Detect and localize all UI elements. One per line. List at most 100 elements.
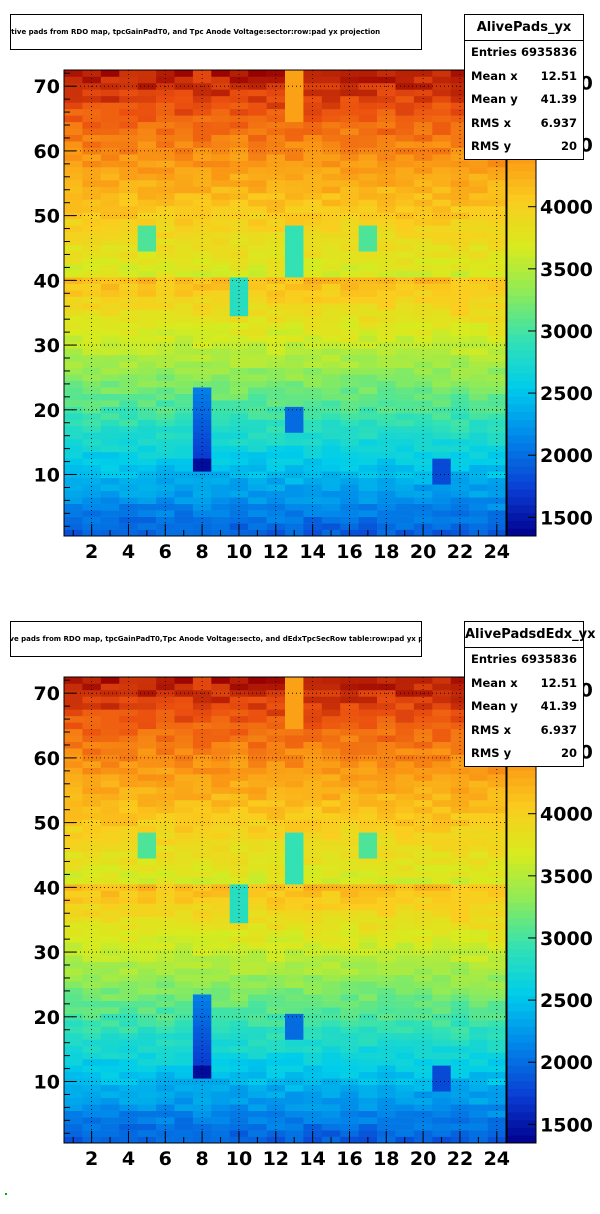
heatmap-cell bbox=[248, 787, 267, 794]
heatmap-cell bbox=[450, 192, 470, 200]
heatmap-cell bbox=[413, 180, 433, 187]
heatmap-cell bbox=[377, 257, 396, 265]
heatmap-cell bbox=[82, 897, 102, 904]
heatmap-cell bbox=[64, 1000, 83, 1008]
heatmap-cell bbox=[432, 1020, 452, 1027]
heatmap-cell bbox=[156, 677, 175, 684]
heatmap-cell bbox=[100, 238, 120, 246]
heatmap-cell bbox=[64, 942, 83, 950]
heatmap-cell bbox=[174, 108, 194, 116]
heatmap-cell bbox=[303, 677, 323, 684]
heatmap-cell bbox=[82, 728, 102, 736]
heatmap-cell bbox=[229, 767, 249, 775]
heatmap-cell bbox=[395, 1065, 415, 1073]
heatmap-cell bbox=[321, 503, 341, 511]
heatmap-cell bbox=[340, 231, 359, 239]
heatmap-cell bbox=[432, 799, 452, 807]
heatmap-cell bbox=[321, 825, 341, 833]
heatmap-cell bbox=[469, 1078, 488, 1086]
heatmap-cell bbox=[321, 774, 341, 781]
heatmap-cell bbox=[137, 303, 157, 310]
heatmap-cell bbox=[211, 735, 231, 743]
heatmap-cell bbox=[192, 819, 212, 827]
heatmap-cell bbox=[192, 160, 212, 168]
heatmap-cell bbox=[248, 858, 267, 865]
heatmap-cell bbox=[340, 1110, 359, 1118]
heatmap-cell bbox=[487, 974, 507, 982]
heatmap-cell bbox=[64, 296, 83, 304]
heatmap-cell bbox=[358, 309, 378, 317]
heatmap-cell bbox=[174, 961, 194, 969]
heatmap-cell bbox=[395, 186, 415, 194]
heatmap-cell bbox=[432, 283, 452, 291]
heatmap-cell bbox=[229, 238, 249, 246]
heatmap-cell bbox=[211, 296, 231, 304]
heatmap-cell bbox=[450, 968, 470, 976]
heatmap-cell bbox=[469, 477, 488, 485]
heatmap-cell bbox=[358, 1007, 378, 1014]
heatmap-cell bbox=[174, 709, 194, 717]
heatmap-cell bbox=[137, 948, 157, 956]
heatmap-cell bbox=[321, 380, 341, 388]
grid-lines bbox=[64, 677, 506, 1143]
heatmap-cell bbox=[248, 897, 267, 904]
heatmap-cell bbox=[340, 799, 359, 807]
heatmap-cell bbox=[340, 767, 359, 775]
heatmap-cell bbox=[82, 374, 102, 381]
heatmap-cell bbox=[174, 154, 194, 161]
color-scale-band bbox=[507, 489, 536, 498]
heatmap-cell bbox=[432, 1078, 452, 1086]
heatmap-cell bbox=[321, 70, 341, 77]
heatmap-cell bbox=[119, 832, 138, 840]
heatmap-cell bbox=[285, 741, 304, 749]
heatmap-cell bbox=[377, 225, 396, 233]
stats-row-mean-y: Mean y 41.39 bbox=[471, 699, 577, 713]
heatmap-cell bbox=[469, 864, 488, 872]
heatmap-cell bbox=[156, 948, 175, 956]
heatmap-cell bbox=[119, 432, 138, 440]
heatmap-cell bbox=[432, 425, 452, 433]
heatmap-cell bbox=[413, 677, 433, 684]
heatmap-cell bbox=[432, 942, 452, 950]
heatmap-cell bbox=[285, 1000, 304, 1008]
heatmap-cell bbox=[248, 799, 267, 807]
heatmap-cell bbox=[211, 270, 231, 278]
heatmap-cell bbox=[119, 102, 138, 110]
heatmap-cell bbox=[285, 425, 304, 433]
x-tick-label: 16 bbox=[336, 541, 362, 563]
heatmap-cell bbox=[432, 199, 452, 207]
heatmap-cell bbox=[266, 128, 286, 136]
heatmap-cell bbox=[248, 121, 267, 129]
heatmap-cell bbox=[82, 1052, 102, 1060]
heatmap-cell bbox=[377, 322, 396, 330]
heatmap-cell bbox=[432, 102, 452, 110]
heatmap-cell bbox=[229, 709, 249, 717]
heatmap-cell bbox=[119, 477, 138, 485]
heatmap-cell bbox=[248, 780, 267, 788]
heatmap-cell bbox=[395, 218, 415, 226]
heatmap-cell bbox=[211, 167, 231, 174]
heatmap-cell bbox=[100, 1123, 120, 1131]
heatmap-cell bbox=[450, 864, 470, 872]
heatmap-cell bbox=[285, 471, 304, 479]
heatmap-cell bbox=[487, 955, 507, 963]
heatmap-cell bbox=[469, 910, 488, 917]
heatmap-cell bbox=[469, 1084, 488, 1092]
heatmap-cell bbox=[303, 510, 323, 517]
heatmap-cell bbox=[211, 942, 231, 950]
heatmap-cell bbox=[285, 283, 304, 291]
heatmap-cell bbox=[248, 406, 267, 414]
heatmap-cell bbox=[469, 328, 488, 336]
heatmap-cell bbox=[174, 1026, 194, 1034]
heatmap-cell bbox=[285, 128, 304, 136]
heatmap-cell bbox=[450, 793, 470, 801]
heatmap-cell bbox=[137, 994, 157, 1001]
heatmap-cell bbox=[82, 451, 102, 459]
heatmap-cell bbox=[321, 238, 341, 246]
heatmap-cell bbox=[64, 903, 83, 911]
heatmap-cell bbox=[156, 968, 175, 976]
heatmap-cell bbox=[119, 445, 138, 453]
heatmap-cell bbox=[413, 799, 433, 807]
heatmap-cell bbox=[469, 1071, 488, 1079]
heatmap-cell bbox=[321, 167, 341, 174]
